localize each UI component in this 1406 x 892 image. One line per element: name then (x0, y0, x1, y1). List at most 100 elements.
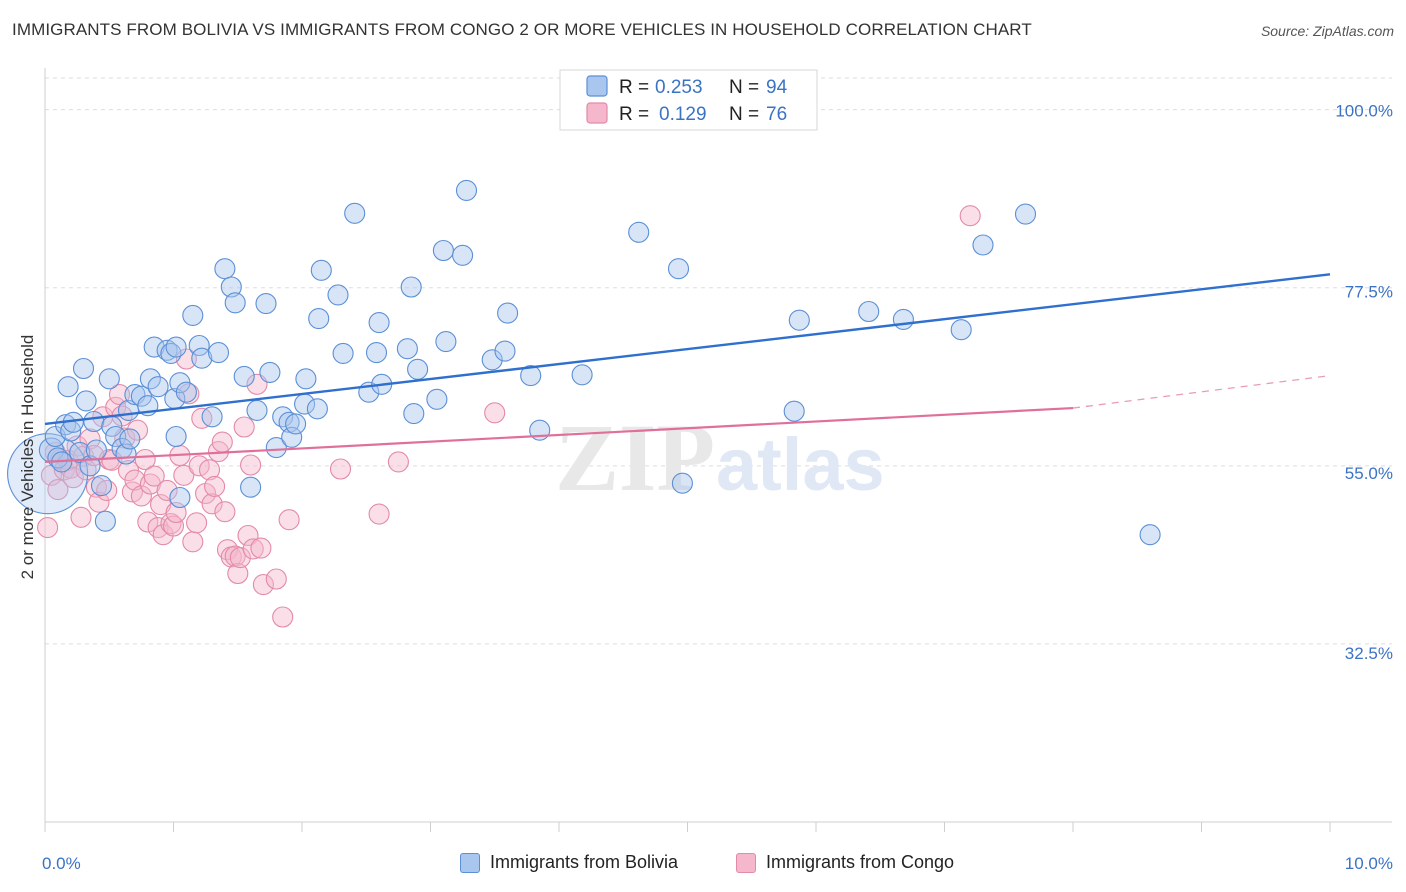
bolivia-point-54 (281, 426, 303, 448)
bolivia-point-34 (169, 486, 191, 509)
bolivia-point-50 (259, 361, 281, 383)
legend-r-value-bolivia: 0.253 (655, 77, 703, 98)
bolivia-point-29 (147, 376, 169, 398)
x-tick-labels: 0.0% 10.0% (42, 854, 1393, 873)
congo-point-68 (265, 568, 287, 590)
congo-point-42 (173, 464, 195, 486)
legend-r-value-congo: 0.129 (659, 104, 707, 125)
congo-point-39 (162, 515, 185, 537)
watermark-zip: ZIP (555, 404, 715, 511)
bolivia-point-79 (494, 340, 516, 362)
bolivia-point-86 (788, 309, 810, 331)
legend-swatch-congo-bottom (736, 852, 756, 873)
bolivia-point-75 (481, 349, 503, 371)
bolivia-point-62 (332, 342, 354, 364)
bolivia-point-28 (143, 336, 165, 358)
legend-item-bolivia: Immigrants from Bolivia (460, 852, 678, 873)
bolivia-point-68 (396, 338, 418, 360)
bolivia-point-83 (628, 221, 650, 243)
bolivia-point-93 (1139, 524, 1161, 546)
legend-n-value-congo: 76 (766, 104, 787, 125)
legend-swatch-bolivia-bottom (460, 852, 480, 873)
bolivia-point-51 (265, 437, 287, 459)
congo-point-37 (156, 479, 178, 501)
bolivia-point-90 (950, 319, 972, 341)
congo-point-67 (252, 574, 274, 596)
bolivia-point-55 (285, 413, 307, 435)
stats-legend: R = 0.253 N = 94 R = 0.129 N = 76 (559, 69, 818, 131)
congo-point-64 (242, 538, 264, 560)
bolivia-point-87 (783, 400, 805, 422)
bolivia-point-91 (972, 234, 994, 256)
congo-point-33 (143, 465, 165, 487)
bolivia-point-3 (47, 447, 69, 469)
bolivia-point-85 (671, 472, 693, 494)
congo-point-59 (227, 562, 249, 585)
congo-point-31 (137, 511, 159, 533)
bolivia-point-46 (233, 365, 255, 387)
congo-point-0 (37, 517, 59, 539)
bolivia-point-40 (191, 347, 213, 369)
bolivia-point-27 (139, 368, 161, 390)
bolivia-point-37 (175, 381, 197, 403)
y-tick-label-0: 100.0% (1335, 102, 1393, 121)
bolivia-point-44 (220, 276, 242, 298)
bolivia-point-78 (435, 331, 457, 353)
congo-point-16 (88, 491, 110, 513)
legend-n-label-bolivia: N = (729, 77, 759, 98)
bolivia-point-38 (182, 304, 204, 326)
bolivia-point-60 (308, 308, 330, 330)
legend-item-congo: Immigrants from Congo (736, 852, 954, 873)
congo-point-73 (387, 451, 409, 473)
congo-point-38 (160, 513, 182, 535)
bolivia-point-71 (403, 403, 425, 425)
bolivia-point-57 (295, 368, 317, 390)
congo-point-3 (47, 479, 69, 501)
congo-point-8 (62, 467, 84, 489)
congo-point-74 (484, 402, 506, 424)
bolivia-point-35 (165, 425, 187, 448)
bolivia-point-47 (240, 476, 262, 498)
bolivia-point-69 (400, 276, 422, 298)
legend-label-bolivia: Immigrants from Bolivia (490, 852, 679, 872)
legend-n-value-bolivia: 94 (766, 77, 788, 98)
bolivia-point-39 (188, 334, 210, 357)
bolivia-point-49 (255, 293, 277, 315)
congo-point-62 (237, 524, 259, 547)
legend-swatch-congo (586, 102, 608, 124)
bolivia-point-14 (85, 439, 107, 461)
x-tick-label-0: 0.0% (42, 854, 81, 873)
congo-point-52 (204, 475, 226, 497)
congo-point-54 (211, 431, 233, 453)
bolivia-point-80 (520, 365, 542, 387)
y-tick-label-3: 32.5% (1345, 644, 1393, 663)
watermark-atlas: atlas (716, 423, 885, 506)
congo-point-69 (272, 606, 294, 628)
y-axis-label: 2 or more Vehicles in Household (18, 335, 37, 580)
congo-point-45 (182, 531, 204, 553)
bolivia-point-7 (57, 376, 79, 398)
congo-point-30 (134, 448, 156, 471)
congo-point-66 (250, 537, 272, 559)
bolivia-point-13 (83, 410, 105, 433)
bolivia-point-67 (368, 312, 390, 334)
legend-n-label-congo: N = (729, 104, 759, 125)
series-legend: Immigrants from Bolivia Immigrants from … (0, 852, 1406, 878)
bolivia-point-19 (105, 425, 127, 448)
legend-r-label-bolivia: R = (619, 77, 649, 98)
congo-point-60 (229, 547, 251, 569)
congo-point-28 (126, 419, 149, 441)
bolivia-point-59 (310, 259, 332, 281)
y-tick-label-1: 77.5% (1345, 283, 1393, 302)
bolivia-point-15 (90, 475, 113, 497)
legend-swatch-bolivia (586, 75, 608, 97)
bolivia-point-65 (365, 342, 388, 364)
bolivia-point-52 (272, 406, 294, 428)
axes (44, 68, 1392, 832)
bolivia-point-33 (165, 336, 187, 358)
congo-point-29 (130, 485, 152, 507)
bolivia-point-23 (119, 428, 141, 450)
legend-label-congo: Immigrants from Congo (766, 852, 955, 872)
congo-point-50 (198, 459, 221, 481)
